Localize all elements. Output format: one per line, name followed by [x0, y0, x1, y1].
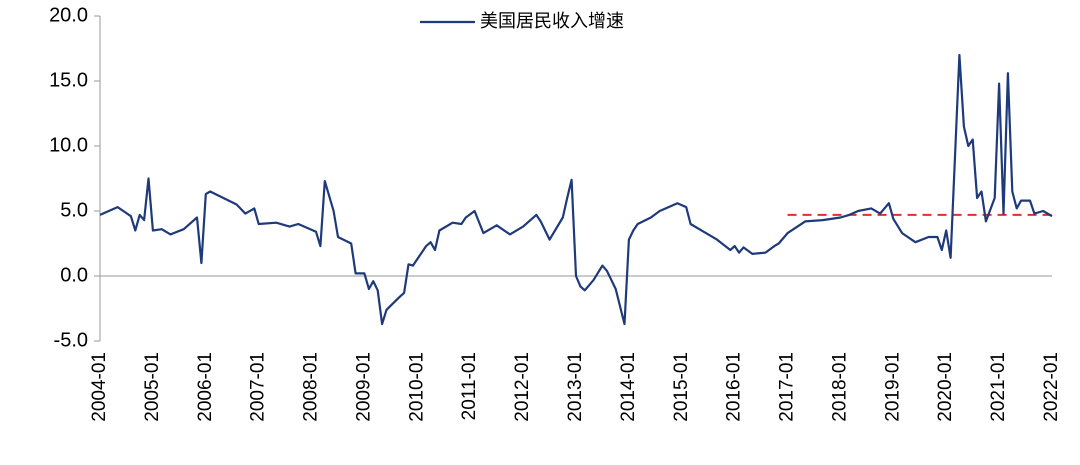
x-tick-label: 2006-01	[195, 352, 216, 422]
y-tick-label: 20.0	[49, 4, 88, 26]
y-tick-label: -5.0	[54, 329, 88, 351]
x-tick-label: 2017-01	[777, 352, 798, 422]
y-tick-label: 10.0	[49, 134, 88, 156]
x-tick-label: 2011-01	[459, 352, 480, 420]
x-tick-label: 2022-01	[1041, 352, 1062, 422]
x-tick-label: 2015-01	[671, 352, 692, 422]
x-tick-label: 2014-01	[618, 352, 639, 422]
y-tick-label: 15.0	[49, 69, 88, 91]
x-tick-label: 2005-01	[142, 352, 163, 422]
x-tick-label: 2008-01	[301, 352, 322, 422]
line-series	[99, 53, 1053, 326]
y-tick-label: 0.0	[60, 264, 88, 286]
x-tick-label: 2019-01	[882, 352, 903, 422]
x-tick-label: 2010-01	[406, 352, 427, 422]
x-tick-label: 2007-01	[248, 352, 269, 422]
y-tick-label: 5.0	[60, 199, 88, 221]
x-tick-label: 2004-01	[89, 352, 110, 422]
x-tick-label: 2021-01	[988, 352, 1009, 422]
x-tick-label: 2013-01	[565, 352, 586, 422]
legend-label: 美国居民收入增速	[480, 11, 624, 32]
x-tick-label: 2020-01	[935, 352, 956, 422]
x-tick-label: 2012-01	[512, 352, 533, 422]
x-tick-label: 2009-01	[353, 352, 374, 422]
x-tick-label: 2018-01	[829, 352, 850, 422]
x-tick-label: 2016-01	[724, 352, 745, 422]
